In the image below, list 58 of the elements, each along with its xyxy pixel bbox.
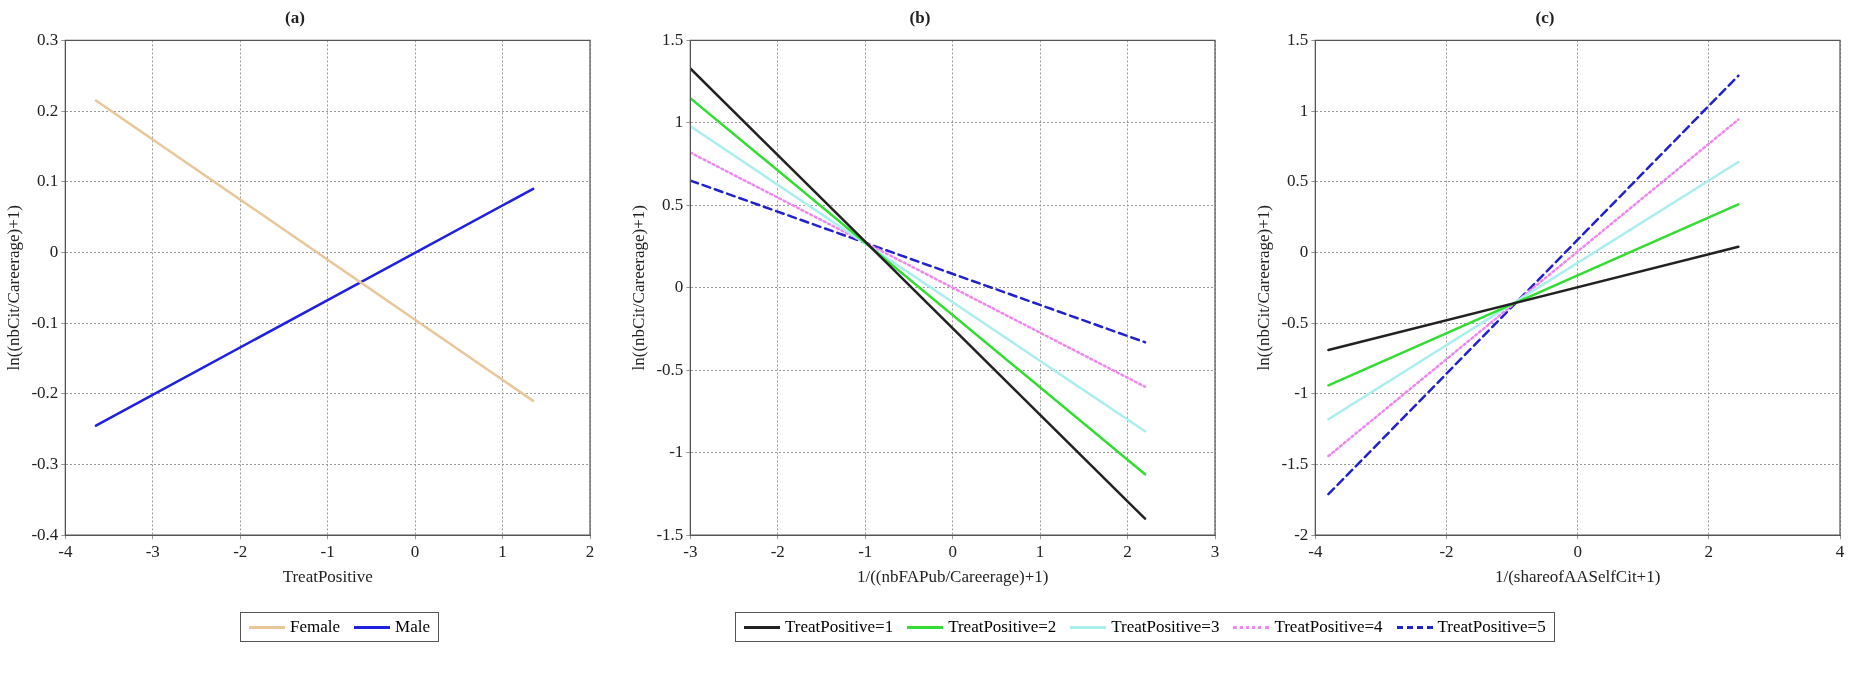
- y-axis-title: ln((nbCit/Careerage)+1): [3, 205, 23, 371]
- y-tick-label: -0.3: [31, 453, 59, 473]
- x-tick-label: -3: [683, 541, 698, 561]
- x-tick-label: -2: [770, 541, 785, 561]
- y-tick-label: 0.5: [1287, 171, 1309, 191]
- x-tick-label: 2: [585, 541, 595, 561]
- y-tick-label: 0.5: [662, 194, 684, 214]
- x-tick-label: 2: [1704, 541, 1714, 561]
- legend-label: Male: [395, 617, 430, 637]
- y-tick-label: -0.2: [31, 383, 59, 403]
- legend-label: TreatPositive=2: [948, 617, 1057, 637]
- y-axis-title: ln((nbCit/Careerage)+1): [628, 205, 648, 371]
- x-tick-label: 1: [498, 541, 507, 561]
- y-tick-label: -1.5: [1281, 453, 1309, 473]
- legend-label: TreatPositive=4: [1274, 617, 1383, 637]
- x-tick-label: -1: [858, 541, 873, 561]
- y-tick-label: 0.3: [37, 29, 59, 49]
- x-tick-label: 1: [1035, 541, 1045, 561]
- x-axis-title: 1/((nbFAPub/Careerage)+1): [856, 567, 1049, 587]
- y-tick-label: -0.4: [31, 524, 59, 544]
- x-axis-title: 1/(shareofAASelfCit+1): [1494, 567, 1661, 587]
- chart-title: (c): [1535, 7, 1555, 27]
- y-tick-label: 1: [1299, 100, 1309, 120]
- y-tick-label: 0: [49, 241, 59, 261]
- x-tick-label: -4: [1308, 541, 1323, 561]
- x-tick-label: 0: [1573, 541, 1582, 561]
- x-tick-label: 0: [410, 541, 420, 561]
- x-tick-label: -2: [1439, 541, 1454, 561]
- legend-label: Female: [290, 617, 341, 637]
- y-tick-label: -1: [669, 442, 684, 462]
- x-tick-label: 4: [1835, 541, 1845, 561]
- y-axis-title: ln((nbCit/Careerage)+1): [1253, 205, 1273, 371]
- y-tick-label: 0: [1299, 241, 1309, 261]
- y-tick-label: -0.5: [1281, 312, 1309, 332]
- x-tick-label: 0: [948, 541, 957, 561]
- chart-title: (a): [285, 7, 305, 27]
- x-axis-title: TreatPositive: [282, 567, 373, 587]
- x-tick-label: -1: [320, 541, 335, 561]
- y-tick-label: -2: [1294, 524, 1309, 544]
- y-tick-label: 0.2: [37, 100, 59, 120]
- x-tick-label: 3: [1210, 541, 1220, 561]
- y-tick-label: -1.5: [656, 524, 684, 544]
- y-tick-label: 1.5: [1287, 29, 1309, 49]
- chart-title: (b): [909, 7, 931, 27]
- y-tick-label: -1: [1294, 383, 1309, 403]
- x-tick-label: -4: [58, 541, 73, 561]
- y-tick-label: -0.5: [656, 359, 684, 379]
- y-tick-label: -0.1: [31, 312, 59, 332]
- x-tick-label: -3: [145, 541, 160, 561]
- x-tick-label: 2: [1123, 541, 1132, 561]
- legend-label: TreatPositive=3: [1111, 617, 1220, 637]
- x-tick-label: -2: [233, 541, 248, 561]
- legend-label: TreatPositive=1: [785, 617, 894, 637]
- legend-label: TreatPositive=5: [1437, 617, 1546, 637]
- y-tick-label: 0.1: [37, 171, 59, 191]
- y-tick-label: 1.5: [662, 29, 684, 49]
- y-tick-label: 1: [674, 112, 684, 132]
- y-tick-label: 0: [674, 277, 684, 297]
